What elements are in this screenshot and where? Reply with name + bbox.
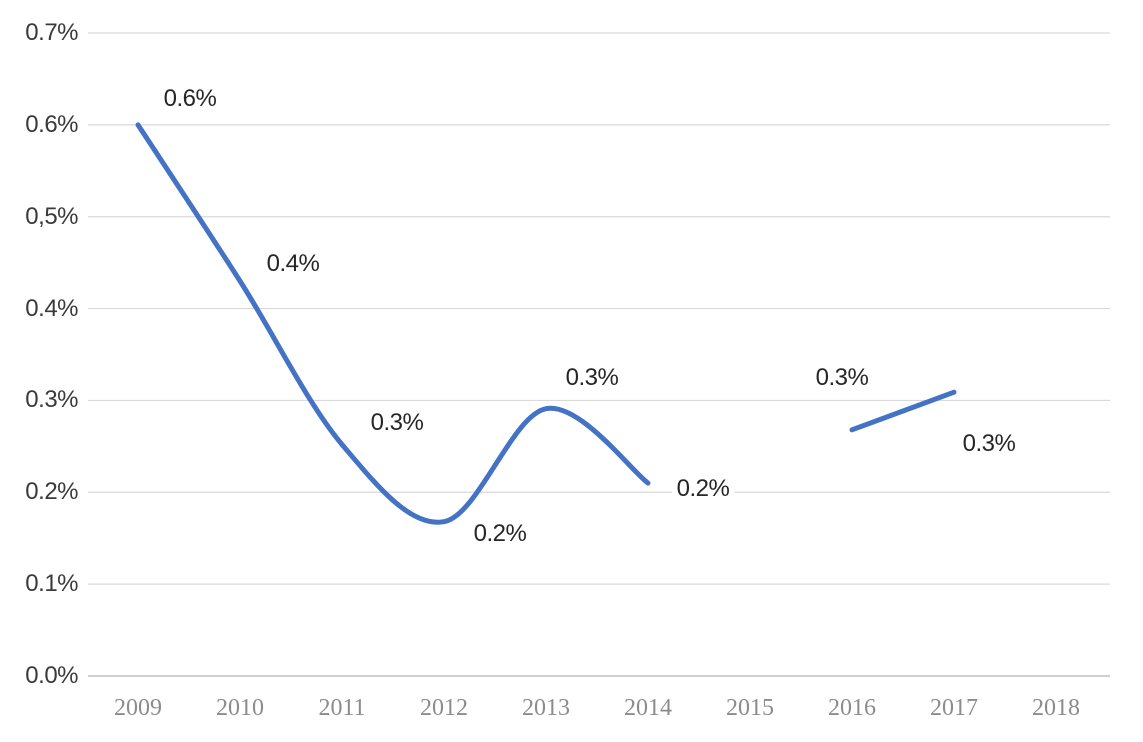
y-axis-tick-label: 0.4% — [25, 294, 78, 322]
data-label-2014: 0.2% — [671, 474, 735, 505]
data-label-2011: 0.3% — [365, 407, 429, 438]
x-axis-tick-label: 2016 — [828, 695, 876, 721]
series-line-segment-2 — [849, 389, 957, 433]
data-label-2016: 0.3% — [810, 362, 874, 393]
x-axis-tick-label: 2018 — [1032, 695, 1080, 721]
y-axis-tick-label: 0.3% — [25, 386, 78, 414]
y-axis-tick-label: 0.6% — [25, 110, 78, 138]
data-label-2017: 0.3% — [957, 429, 1021, 460]
y-axis-tick-label: 0.2% — [25, 478, 78, 506]
x-axis-tick-label: 2017 — [930, 695, 978, 721]
data-label-2009: 0.6% — [158, 83, 222, 114]
x-axis-tick-label: 2012 — [420, 695, 468, 721]
data-label-2012: 0.2% — [468, 518, 532, 549]
data-label-2013: 0.3% — [560, 362, 624, 393]
y-axis-tick-label: 0.7% — [25, 19, 78, 46]
data-label-2010: 0.4% — [261, 249, 325, 279]
y-axis-tick-label: 0,5% — [25, 202, 78, 230]
series-line-segment-1 — [135, 122, 651, 525]
y-axis-tick-label: 0.0% — [25, 662, 78, 689]
x-axis-tick-label: 2009 — [114, 695, 162, 721]
x-axis-tick-label: 2011 — [318, 695, 366, 721]
y-axis-tick-label: 0.1% — [25, 570, 78, 598]
x-axis-tick-label: 2013 — [522, 695, 570, 721]
x-axis-tick-label: 2014 — [624, 695, 672, 721]
x-axis-tick-label: 2010 — [216, 695, 264, 721]
x-axis-tick-label: 2015 — [726, 695, 774, 721]
